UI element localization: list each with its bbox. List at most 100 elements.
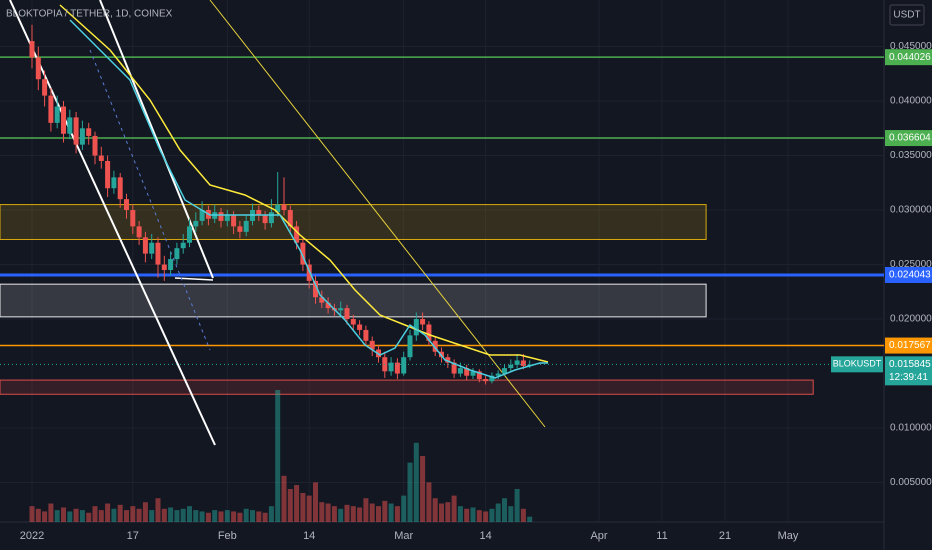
volume-bar <box>476 510 482 522</box>
volume-bar <box>426 482 432 522</box>
candle-body <box>136 226 142 238</box>
candle-body <box>98 155 104 161</box>
volume-bar <box>212 510 218 522</box>
candle-body <box>142 237 148 254</box>
volume-bar <box>268 506 274 522</box>
volume-bar <box>193 510 199 522</box>
volume-bar <box>275 390 281 522</box>
volume-bar <box>483 511 489 522</box>
currency-box[interactable] <box>889 4 925 26</box>
candle-body <box>193 220 199 227</box>
volume-bar <box>48 503 54 522</box>
candle-body <box>319 297 325 303</box>
volume-bar <box>432 498 438 522</box>
candle-body <box>42 79 48 96</box>
volume-bar <box>79 510 85 522</box>
candle-body <box>199 210 205 221</box>
x-tick-label: May <box>778 530 799 542</box>
symbol-tag <box>831 356 883 373</box>
candle-body <box>508 364 514 369</box>
candle-body <box>300 242 306 265</box>
price-level-tag <box>885 49 932 66</box>
symbol-label: BLOKUSDT <box>833 359 882 369</box>
y-tick-label: 0.020000 <box>890 314 932 325</box>
currency[interactable]: USDT <box>893 10 920 21</box>
candle-body <box>502 368 507 374</box>
candle-body <box>54 106 60 123</box>
volume-bar <box>199 511 205 522</box>
candle-body <box>363 329 369 341</box>
volume-bar <box>61 507 66 522</box>
moving-average <box>59 4 549 363</box>
candle-body <box>451 362 457 374</box>
candle-body <box>218 212 224 221</box>
candle-body <box>476 371 482 379</box>
volume-bar <box>67 511 73 522</box>
y-tick-label: 0.045000 <box>890 41 932 52</box>
volume-bar <box>149 510 155 522</box>
x-tick-label: 14 <box>479 530 491 542</box>
candle-body <box>29 41 35 58</box>
price-level-label: 0.017567 <box>889 340 931 351</box>
candle-body <box>401 357 407 374</box>
volume-bar <box>495 503 501 522</box>
y-tick-label: 0.035000 <box>890 150 932 161</box>
candle-body <box>413 319 419 336</box>
candle-body <box>483 378 489 382</box>
volume-bar <box>205 512 211 522</box>
volume-bar <box>470 507 476 522</box>
volume-bar <box>281 475 287 522</box>
volume-bar <box>350 506 356 522</box>
y-tick-label: 0.030000 <box>890 205 932 216</box>
volume-bar <box>256 511 262 522</box>
volume-bar <box>111 508 117 522</box>
candle-body <box>470 371 476 376</box>
zones <box>0 56 884 395</box>
candle-body <box>313 280 318 298</box>
volume-bar <box>363 498 369 522</box>
volume-bar <box>161 508 167 522</box>
volume-bar <box>231 511 237 522</box>
volume-bar <box>369 503 375 522</box>
chart-title: BLOKTOPIA / TETHER, 1D, COINEX <box>6 9 173 20</box>
x-tick-label: Apr <box>590 530 607 542</box>
volume-bar <box>300 492 306 522</box>
axes: 0.005000 0.010000 0.020000 0.025000 0.030000… <box>0 41 932 542</box>
candle-body <box>180 242 186 249</box>
volume-bar <box>187 506 192 522</box>
volume-bar <box>117 504 123 522</box>
volume-bar <box>489 508 495 522</box>
volume-bar <box>86 512 92 522</box>
volume-bar <box>294 485 300 522</box>
candle-body <box>281 204 287 211</box>
last-price-tag <box>885 356 932 386</box>
candle-body <box>268 212 274 224</box>
x-tick-label: Mar <box>394 530 413 542</box>
volume-bar <box>287 489 293 522</box>
volume-bar <box>168 507 174 522</box>
volume-bar <box>313 482 318 522</box>
volume-bar <box>382 500 388 522</box>
volume <box>29 390 533 522</box>
candle-body <box>130 210 136 227</box>
volume-bar <box>401 495 407 522</box>
candle-body <box>243 220 249 232</box>
volume-bar <box>357 507 363 522</box>
volume-bar <box>344 504 350 522</box>
volume-bar <box>42 511 48 522</box>
volume-bar <box>130 506 136 522</box>
volume-bar <box>457 506 463 522</box>
volume-bar <box>527 516 533 522</box>
candle-body <box>388 362 394 372</box>
volume-bar <box>407 462 413 522</box>
candle-body <box>514 360 520 365</box>
volume-bar <box>376 506 381 522</box>
candle-body <box>168 259 174 270</box>
volume-bar <box>105 503 111 522</box>
y-tick-label: 0.040000 <box>890 96 932 107</box>
volume-bar <box>136 508 142 522</box>
price-level-label: 0.036604 <box>889 133 931 144</box>
price-level-label: 0.024043 <box>889 270 931 281</box>
candle-body <box>407 335 413 358</box>
